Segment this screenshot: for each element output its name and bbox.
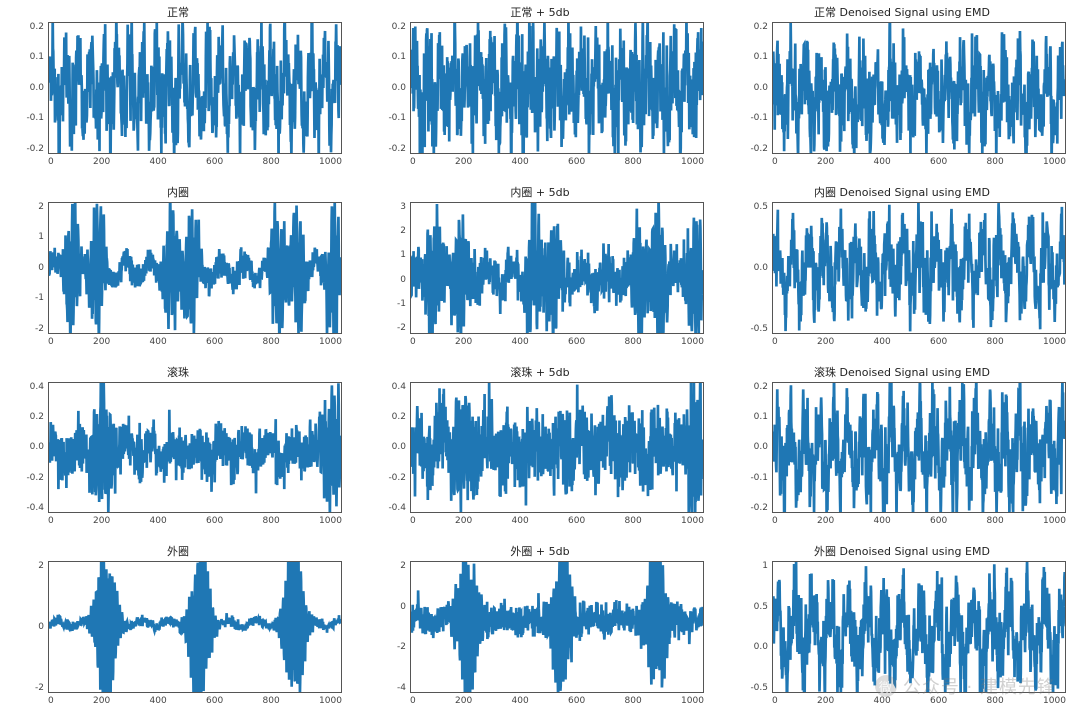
y-tick-labels: 0.20.10.0-0.1-0.2 <box>376 22 410 154</box>
plot-area <box>772 202 1066 334</box>
subplot-title: 内圈 <box>14 186 342 200</box>
x-tick-labels: 02004006008001000 <box>772 336 1066 348</box>
y-tick-labels: 0.20.10.0-0.1-0.2 <box>738 382 772 514</box>
plot-area <box>410 22 704 154</box>
series-line <box>773 23 1065 153</box>
subplot-title: 正常 + 5db <box>376 6 704 20</box>
subplot-r0c2: 正常 Denoised Signal using EMD 0.20.10.0-0.… <box>738 6 1066 168</box>
subplot-title: 正常 <box>14 6 342 20</box>
series-line <box>411 562 703 692</box>
y-tick-labels: 20-2-4 <box>376 561 410 693</box>
series-line <box>773 203 1065 331</box>
subplot-r3c2: 外圈 Denoised Signal using EMD 10.50.0-0.50… <box>738 545 1066 707</box>
y-tick-labels: 0.40.20.0-0.2-0.4 <box>14 382 48 514</box>
series-line <box>773 383 1065 513</box>
subplot-title: 外圈 + 5db <box>376 545 704 559</box>
plot-area <box>772 382 1066 514</box>
x-tick-labels: 02004006008001000 <box>48 515 342 527</box>
y-tick-labels: 3210-1-2 <box>376 202 410 334</box>
subplot-r2c0: 滚珠 0.40.20.0-0.2-0.402004006008001000 <box>14 366 342 528</box>
x-tick-labels: 02004006008001000 <box>772 695 1066 707</box>
x-tick-labels: 02004006008001000 <box>410 156 704 168</box>
subplot-r2c2: 滚珠 Denoised Signal using EMD 0.20.10.0-0.… <box>738 366 1066 528</box>
series-line <box>773 562 1065 692</box>
series-line <box>49 562 341 692</box>
subplot-r1c0: 内圈 210-1-202004006008001000 <box>14 186 342 348</box>
plot-area <box>48 382 342 514</box>
series-line <box>411 383 703 513</box>
y-tick-labels: 210-1-2 <box>14 202 48 334</box>
subplot-r2c1: 滚珠 + 5db 0.40.20.0-0.2-0.4020040060080010… <box>376 366 704 528</box>
series-line <box>411 203 703 333</box>
y-tick-labels: 0.20.10.0-0.1-0.2 <box>738 22 772 154</box>
subplot-r1c2: 内圈 Denoised Signal using EMD 0.50.0-0.502… <box>738 186 1066 348</box>
x-tick-labels: 02004006008001000 <box>410 336 704 348</box>
subplot-title: 滚珠 <box>14 366 342 380</box>
subplot-r1c1: 内圈 + 5db 3210-1-202004006008001000 <box>376 186 704 348</box>
subplot-title: 外圈 Denoised Signal using EMD <box>738 545 1066 559</box>
plot-area <box>48 202 342 334</box>
y-tick-labels: 20-2 <box>14 561 48 693</box>
subplot-title: 滚珠 + 5db <box>376 366 704 380</box>
subplot-r0c1: 正常 + 5db 0.20.10.0-0.1-0.2020040060080010… <box>376 6 704 168</box>
figure-grid: 正常0.20.10.0-0.1-0.202004006008001000正常 +… <box>0 0 1080 717</box>
subplot-title: 内圈 + 5db <box>376 186 704 200</box>
x-tick-labels: 02004006008001000 <box>48 336 342 348</box>
plot-area <box>48 22 342 154</box>
x-tick-labels: 02004006008001000 <box>410 695 704 707</box>
x-tick-labels: 02004006008001000 <box>48 156 342 168</box>
x-tick-labels: 02004006008001000 <box>48 695 342 707</box>
series-line <box>49 383 341 513</box>
subplot-r0c0: 正常 0.20.10.0-0.1-0.202004006008001000 <box>14 6 342 168</box>
y-tick-labels: 0.20.10.0-0.1-0.2 <box>14 22 48 154</box>
plot-area <box>48 561 342 693</box>
y-tick-labels: 10.50.0-0.5 <box>738 561 772 693</box>
plot-area <box>410 202 704 334</box>
subplot-r3c0: 外圈 20-202004006008001000 <box>14 545 342 707</box>
series-line <box>49 203 341 333</box>
subplot-r3c1: 外圈 + 5db 20-2-402004006008001000 <box>376 545 704 707</box>
subplot-title: 外圈 <box>14 545 342 559</box>
plot-area <box>772 22 1066 154</box>
x-tick-labels: 02004006008001000 <box>772 156 1066 168</box>
plot-area <box>410 561 704 693</box>
subplot-title: 滚珠 Denoised Signal using EMD <box>738 366 1066 380</box>
x-tick-labels: 02004006008001000 <box>772 515 1066 527</box>
y-tick-labels: 0.40.20.0-0.2-0.4 <box>376 382 410 514</box>
series-line <box>411 23 703 153</box>
x-tick-labels: 02004006008001000 <box>410 515 704 527</box>
subplot-title: 正常 Denoised Signal using EMD <box>738 6 1066 20</box>
plot-area <box>410 382 704 514</box>
y-tick-labels: 0.50.0-0.5 <box>738 202 772 334</box>
subplot-title: 内圈 Denoised Signal using EMD <box>738 186 1066 200</box>
series-line <box>49 23 341 153</box>
plot-area <box>772 561 1066 693</box>
